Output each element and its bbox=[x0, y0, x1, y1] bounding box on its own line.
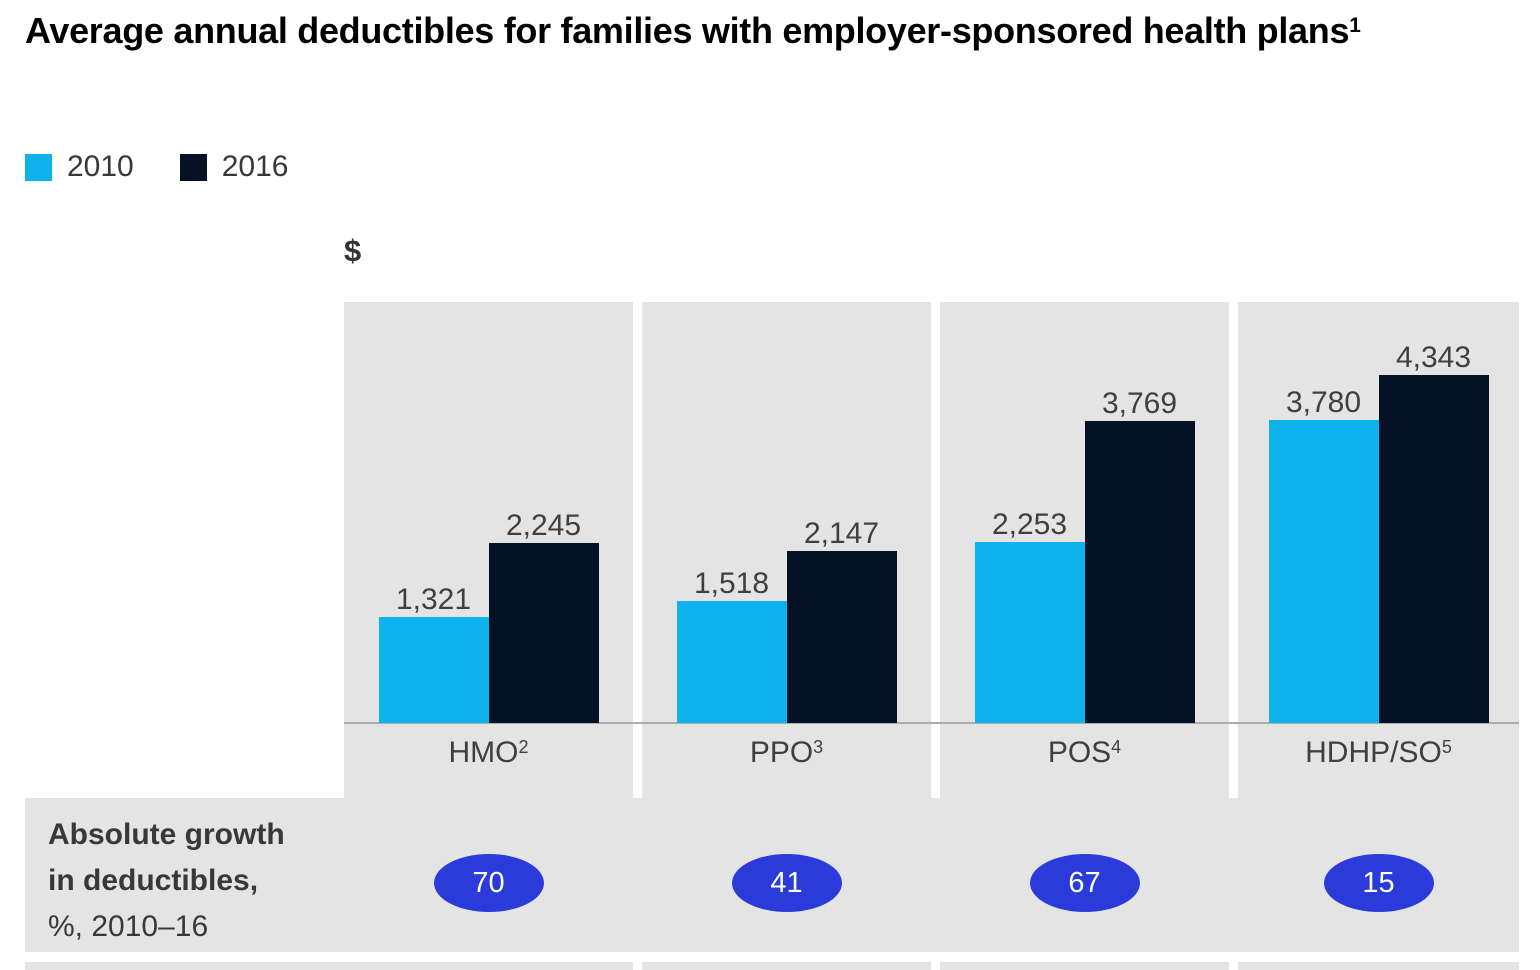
bar-2010 bbox=[676, 601, 787, 723]
category-label: POS4 bbox=[1047, 736, 1122, 769]
bar-value-label: 1,518 bbox=[693, 567, 770, 600]
title-footnote-marker: 1 bbox=[1349, 13, 1361, 37]
bar-2010 bbox=[378, 617, 489, 723]
cutoff-row-strip bbox=[1238, 962, 1519, 970]
x-axis-baseline bbox=[344, 722, 1519, 724]
growth-badge: 67 bbox=[1029, 854, 1140, 912]
axis-unit-label: $ bbox=[344, 233, 362, 268]
bar-2010 bbox=[974, 542, 1085, 723]
page-title: Average annual deductibles for families … bbox=[25, 10, 1361, 52]
growth-badge: 41 bbox=[731, 854, 842, 912]
bar-2010 bbox=[1268, 420, 1379, 723]
bar-2016 bbox=[1084, 421, 1195, 723]
page-title-text: Average annual deductibles for families … bbox=[25, 10, 1350, 51]
bar-value-label: 2,253 bbox=[991, 508, 1068, 541]
bar-2016 bbox=[1378, 375, 1489, 723]
bar-value-label: 3,780 bbox=[1285, 386, 1362, 419]
growth-row-label-line1: Absolute growth bbox=[48, 818, 285, 851]
chart-legend: 2010 2016 bbox=[25, 150, 289, 184]
cutoff-row-strip bbox=[940, 962, 1229, 970]
legend-item-2016: 2016 bbox=[179, 150, 289, 184]
legend-item-2010: 2010 bbox=[25, 150, 134, 184]
growth-row-unit-line: %, 2010–16 bbox=[48, 910, 209, 943]
bar-2016 bbox=[488, 543, 599, 723]
legend-label-2010: 2010 bbox=[67, 150, 134, 183]
growth-row-label: Absolute growth in deductibles, %, 2010–… bbox=[48, 812, 285, 950]
bar-2016 bbox=[786, 551, 897, 723]
growth-badge: 15 bbox=[1323, 854, 1434, 912]
bar-value-label: 2,245 bbox=[505, 509, 582, 542]
bar-value-label: 2,147 bbox=[803, 517, 880, 550]
bar-value-label: 3,769 bbox=[1101, 387, 1178, 420]
cutoff-row-strip bbox=[25, 962, 633, 970]
legend-label-2016: 2016 bbox=[221, 150, 289, 183]
bar-value-label: 4,343 bbox=[1395, 341, 1472, 374]
category-label: HDHP/SO5 bbox=[1305, 736, 1452, 769]
category-label: HMO2 bbox=[448, 736, 529, 769]
legend-swatch-2016-icon bbox=[179, 153, 207, 181]
category-label: PPO3 bbox=[749, 736, 824, 769]
cutoff-row-strip bbox=[642, 962, 931, 970]
growth-badge: 70 bbox=[433, 854, 544, 912]
growth-row-label-line2: in deductibles, bbox=[48, 864, 259, 897]
legend-swatch-2010-icon bbox=[25, 153, 52, 181]
bar-value-label: 1,321 bbox=[395, 583, 472, 616]
